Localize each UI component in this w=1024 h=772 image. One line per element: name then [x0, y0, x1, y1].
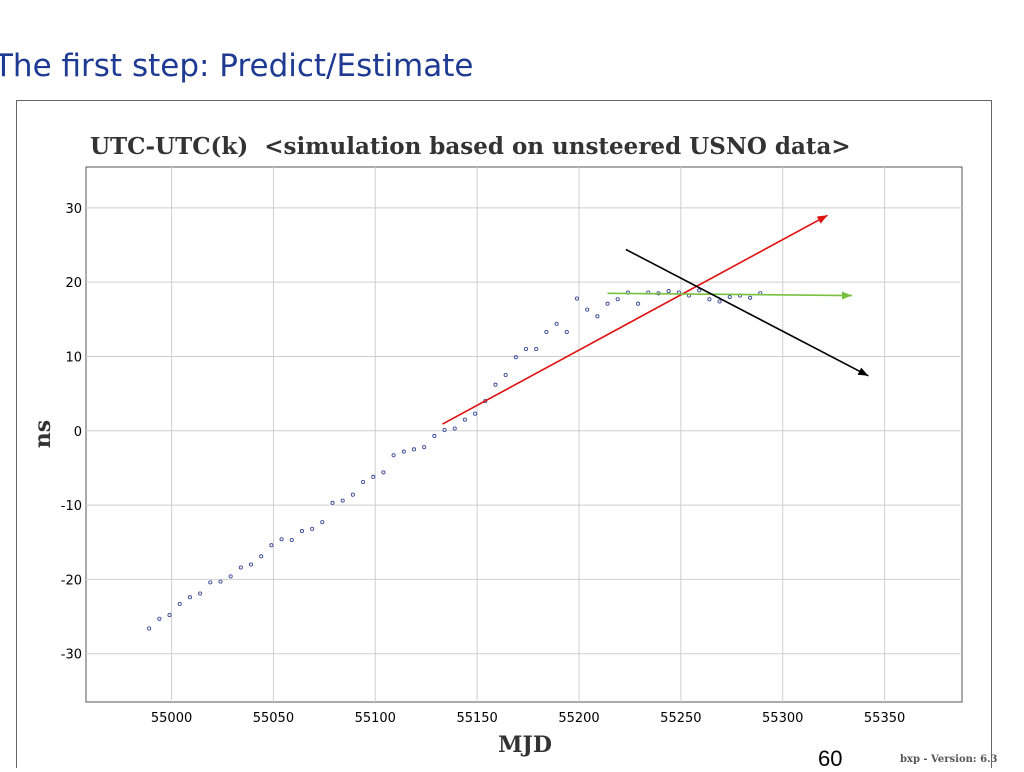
- data-point: [666, 289, 671, 294]
- data-point: [401, 449, 406, 454]
- data-point: [320, 520, 325, 525]
- data-point: [554, 321, 559, 326]
- data-point: [269, 543, 274, 548]
- y-tick-label: -20: [61, 573, 82, 588]
- chart-title: UTC-UTC(k) <simulation based on unsteere…: [90, 133, 851, 160]
- data-point: [411, 447, 417, 452]
- chart-frame: [16, 100, 992, 768]
- arrow-line-0: [442, 214, 828, 425]
- data-point: [340, 498, 345, 503]
- data-point: [523, 346, 529, 352]
- data-point: [187, 595, 192, 600]
- data-point: [513, 355, 518, 360]
- version-note: bxp - Version: 6.3: [900, 754, 998, 765]
- data-point: [503, 373, 508, 378]
- data-point: [636, 301, 641, 306]
- tick-labels: 55000 55050 55100 55150 55200 55250 55300 55350…: [61, 202, 906, 726]
- data-point: [238, 565, 243, 570]
- x-tick-label: 55250: [660, 711, 701, 726]
- data-point: [289, 537, 294, 543]
- x-tick-label: 55100: [355, 711, 396, 726]
- data-point: [381, 470, 386, 475]
- data-point: [157, 616, 162, 621]
- data-point: [544, 329, 549, 335]
- data-points: [147, 288, 763, 631]
- data-point: [564, 329, 569, 335]
- x-tick-label: 55200: [558, 711, 599, 726]
- y-tick-label: 20: [65, 276, 82, 291]
- data-point: [717, 299, 722, 304]
- data-point: [310, 526, 315, 531]
- data-point: [218, 579, 223, 584]
- data-point: [259, 554, 264, 559]
- data-point: [350, 492, 355, 497]
- data-point: [330, 500, 335, 505]
- y-tick-label: -30: [61, 648, 82, 663]
- x-tick-label: 55350: [864, 711, 905, 726]
- grid: [86, 167, 962, 702]
- page-number: 60: [818, 746, 843, 771]
- data-point: [442, 427, 447, 433]
- data-point: [534, 346, 539, 352]
- data-point: [279, 537, 284, 542]
- x-tick-label: 55150: [456, 711, 497, 726]
- y-tick-label: 10: [65, 350, 82, 365]
- data-point: [299, 529, 304, 534]
- data-point: [432, 433, 437, 439]
- x-axis-label: MJD: [498, 732, 552, 758]
- data-point: [177, 601, 182, 606]
- y-tick-label: 30: [65, 202, 82, 217]
- plot-area: [85, 166, 963, 703]
- arrow-head-0: [816, 215, 828, 224]
- data-point: [585, 307, 590, 312]
- slide-title: The first step: Predict/Estimate: [0, 48, 474, 84]
- data-point: [228, 574, 233, 579]
- data-point: [615, 297, 620, 302]
- arrow-line-2: [625, 248, 869, 377]
- arrow-line-1: [607, 292, 852, 297]
- y-axis-label: ns: [30, 420, 56, 448]
- data-point: [707, 297, 712, 302]
- data-point: [422, 445, 427, 450]
- data-point: [605, 301, 610, 306]
- data-point: [371, 474, 376, 479]
- data-point: [727, 294, 732, 300]
- data-point: [493, 382, 498, 387]
- arrow-head-2: [857, 367, 869, 376]
- data-point: [248, 562, 254, 567]
- y-tick-label: 0: [74, 425, 82, 440]
- data-point: [595, 314, 600, 319]
- data-point: [452, 426, 457, 431]
- x-tick-label: 55050: [253, 711, 294, 726]
- data-point: [462, 417, 467, 422]
- data-point: [748, 295, 753, 300]
- x-tick-label: 55000: [151, 711, 192, 726]
- data-point: [697, 288, 702, 293]
- trend-arrows: [442, 214, 869, 425]
- data-point: [473, 411, 478, 416]
- data-point: [361, 480, 366, 485]
- data-point: [208, 580, 213, 585]
- data-point: [167, 613, 172, 618]
- x-tick-label: 55300: [762, 711, 803, 726]
- data-point: [198, 591, 203, 596]
- data-point: [574, 296, 580, 301]
- y-tick-label: -10: [61, 499, 82, 514]
- arrow-head-1: [841, 291, 852, 300]
- data-point: [147, 626, 152, 631]
- data-point: [391, 453, 396, 458]
